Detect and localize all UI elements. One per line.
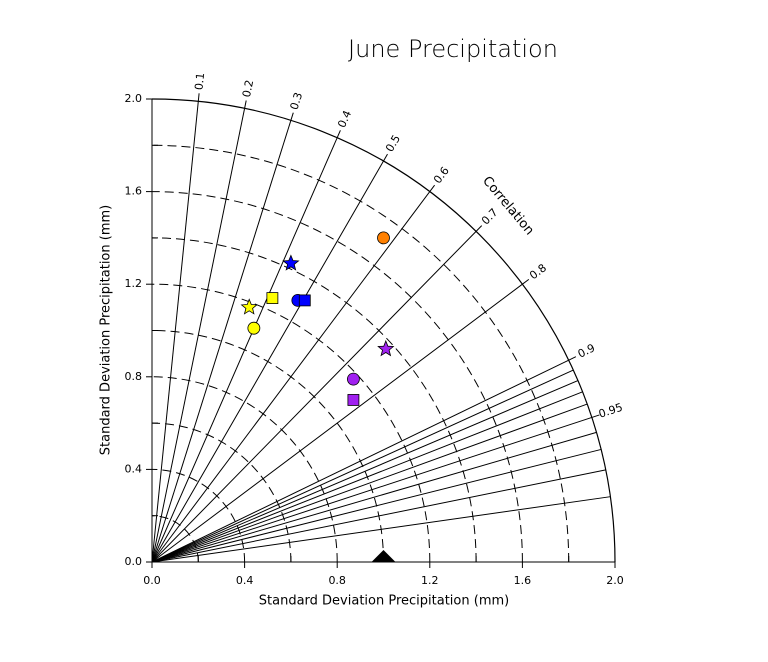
correlation-line bbox=[151, 403, 588, 563]
correlation-tick bbox=[568, 356, 577, 361]
correlation-line bbox=[151, 469, 606, 563]
std-arc bbox=[151, 237, 477, 563]
reference-marker bbox=[371, 550, 396, 562]
correlation-line bbox=[151, 359, 569, 563]
std-arc bbox=[151, 144, 570, 563]
correlation-tick-label: 0.5 bbox=[383, 133, 403, 155]
correlation-tick bbox=[591, 414, 600, 418]
correlation-tick bbox=[197, 93, 200, 102]
outer-arc bbox=[151, 98, 616, 563]
std-arc bbox=[151, 283, 431, 563]
correlation-line bbox=[151, 120, 292, 563]
point bbox=[347, 372, 360, 386]
y-tick-label: 0.8 bbox=[125, 370, 143, 383]
y-tick-label: 2.0 bbox=[125, 92, 143, 105]
correlation-line bbox=[151, 496, 611, 563]
correlation-tick bbox=[429, 184, 436, 192]
correlation-line bbox=[151, 191, 431, 563]
correlation-tick bbox=[244, 100, 247, 109]
correlation-label: Correlation bbox=[479, 174, 537, 239]
point bbox=[247, 321, 261, 335]
std-arc bbox=[151, 191, 523, 563]
std-arc bbox=[151, 422, 292, 563]
correlation-tick-label: 0.4 bbox=[335, 109, 354, 130]
correlation-line bbox=[151, 137, 338, 563]
correlation-tick-label: 0.3 bbox=[288, 91, 306, 112]
point bbox=[266, 292, 279, 304]
correlation-tick-label: 0.95 bbox=[597, 401, 624, 421]
point bbox=[377, 231, 390, 245]
correlation-line bbox=[151, 160, 384, 563]
correlation-tick bbox=[290, 112, 294, 121]
correlation-line bbox=[151, 380, 579, 563]
correlation-line bbox=[151, 101, 199, 563]
x-tick-label: 0.0 bbox=[143, 574, 161, 587]
y-tick-label: 0.0 bbox=[125, 555, 143, 568]
point bbox=[282, 254, 300, 271]
correlation-line bbox=[151, 416, 593, 563]
correlation-line bbox=[151, 283, 523, 563]
y-axis-label: Standard Deviation Precipitation (mm) bbox=[99, 205, 114, 455]
correlation-line bbox=[151, 448, 602, 563]
correlation-tick-label: 0.6 bbox=[431, 164, 452, 186]
correlation-tick-label: 0.1 bbox=[192, 72, 207, 91]
x-tick-label: 1.2 bbox=[421, 574, 439, 587]
correlation-tick bbox=[336, 130, 341, 138]
y-tick-label: 1.6 bbox=[125, 185, 143, 198]
std-arc bbox=[151, 330, 384, 563]
chart-title: June Precipitation bbox=[348, 35, 558, 63]
correlation-line bbox=[151, 431, 597, 563]
correlation-line bbox=[151, 369, 574, 563]
correlation-tick bbox=[383, 153, 388, 162]
correlation-line bbox=[151, 231, 477, 563]
x-tick-label: 1.6 bbox=[514, 574, 532, 587]
point bbox=[240, 298, 258, 315]
point bbox=[377, 339, 395, 357]
correlation-tick-label: 0.2 bbox=[240, 79, 256, 99]
correlation-tick bbox=[522, 278, 530, 285]
std-arc bbox=[151, 376, 338, 563]
correlation-line bbox=[151, 108, 246, 563]
point bbox=[347, 394, 360, 406]
correlation-tick bbox=[475, 225, 483, 232]
y-tick-label: 1.2 bbox=[125, 277, 143, 290]
correlation-tick-label: 0.9 bbox=[576, 341, 597, 360]
y-tick-label: 0.4 bbox=[125, 462, 143, 475]
correlation-line bbox=[151, 391, 583, 563]
x-tick-label: 0.4 bbox=[236, 574, 254, 587]
point bbox=[298, 294, 311, 307]
correlation-tick-label: 0.8 bbox=[527, 261, 549, 282]
x-tick-label: 0.8 bbox=[328, 574, 346, 587]
correlation-tick-label: 0.7 bbox=[479, 206, 501, 228]
x-tick-label: 2.0 bbox=[606, 574, 624, 587]
x-axis-label: Standard Deviation Precipitation (mm) bbox=[259, 594, 509, 609]
